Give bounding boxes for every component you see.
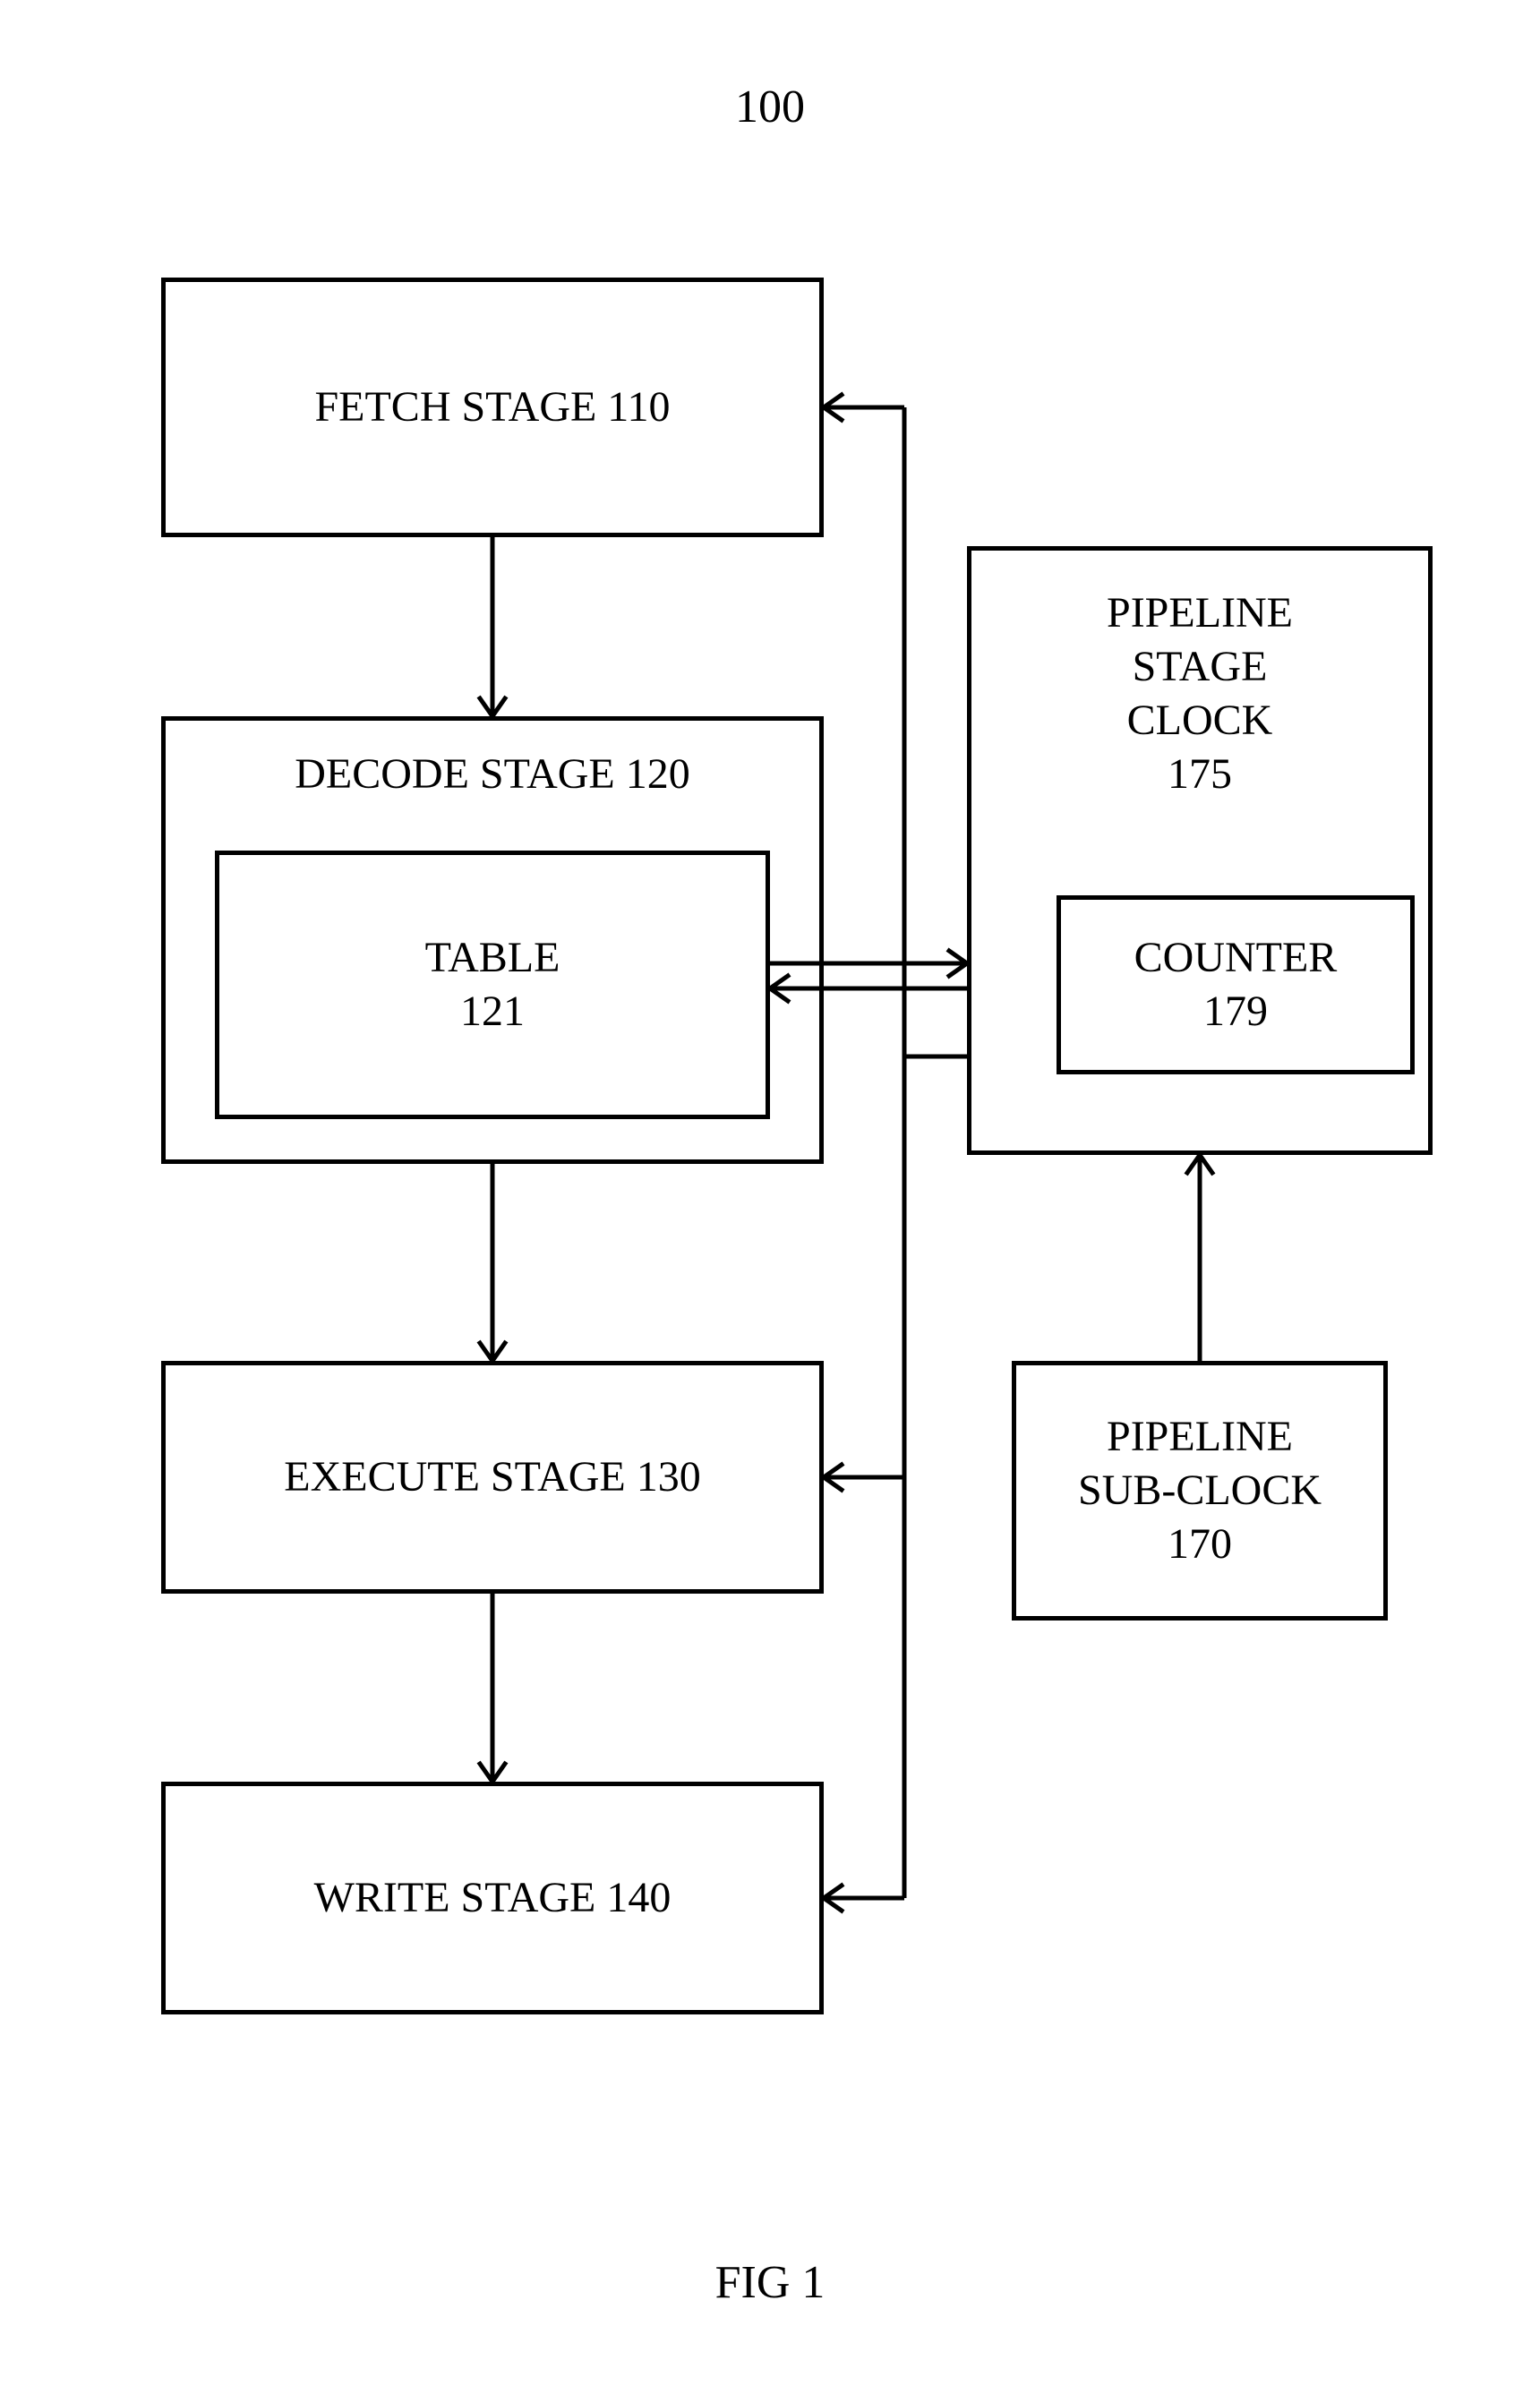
figure-page: 100 FETCH STAGE 110 DECODE STAGE 120 TAB… [0,0,1540,2386]
figure-caption: FIG 1 [0,2256,1540,2309]
figure-caption-text: FIG 1 [715,2257,826,2308]
arrows-layer [0,0,1540,2386]
